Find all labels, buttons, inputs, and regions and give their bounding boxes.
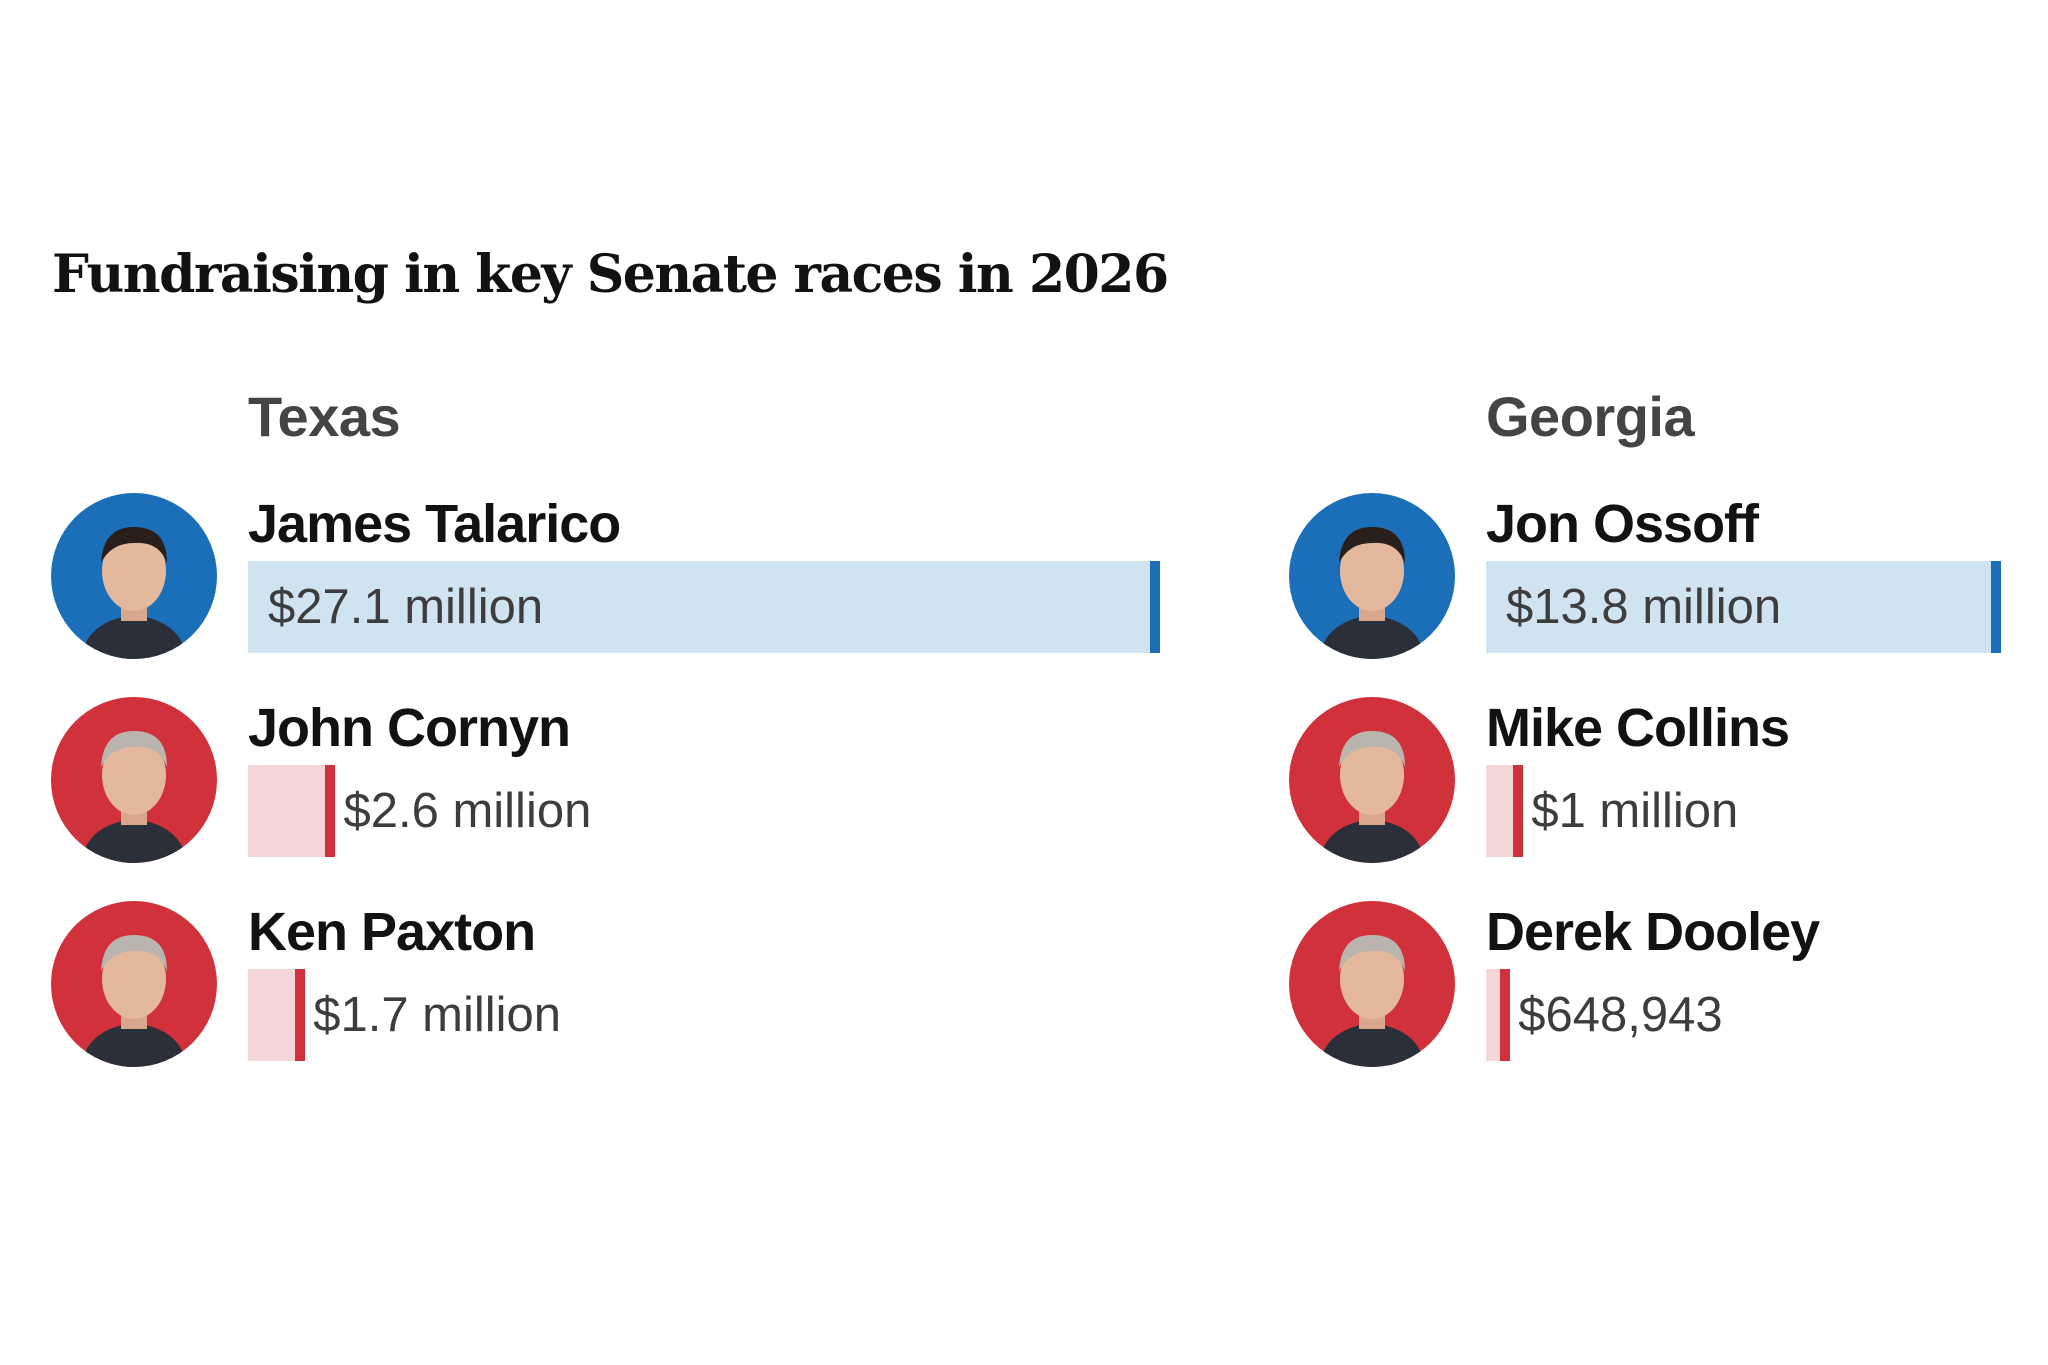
bar-edge: [1991, 561, 2001, 653]
bar-edge: [1500, 969, 1511, 1061]
bar-james-talarico: [248, 561, 1160, 653]
value-label: $2.6 million: [343, 784, 592, 838]
chart-title: Fundraising in key Senate races in 2026: [52, 244, 1169, 305]
candidate-name: James Talarico: [248, 494, 621, 554]
bar-edge: [295, 969, 306, 1061]
candidate-name: John Cornyn: [248, 698, 571, 758]
candidate-photo: [1289, 901, 1455, 1067]
candidate-name: Derek Dooley: [1486, 902, 1820, 962]
value-label: $1.7 million: [313, 988, 562, 1042]
candidate-name: Ken Paxton: [248, 902, 536, 962]
bar-derek-dooley: [1486, 969, 1511, 1061]
bar-jon-ossoff: [1486, 561, 2001, 653]
bar-edge: [1150, 561, 1160, 653]
candidate-photo: [1289, 697, 1455, 863]
candidate-photo: [51, 697, 217, 863]
race-title-georgia: Georgia: [1486, 385, 1695, 448]
value-label: $13.8 million: [1506, 580, 1782, 634]
bar-edge: [325, 765, 336, 857]
value-label: $1 million: [1531, 784, 1739, 838]
candidate-name: Jon Ossoff: [1486, 494, 1759, 554]
race-title-texas: Texas: [248, 385, 401, 448]
value-label: $27.1 million: [268, 580, 544, 634]
candidate-photo: [1289, 493, 1455, 659]
bar-john-cornyn: [248, 765, 336, 857]
bar-edge: [1513, 765, 1524, 857]
candidate-photo: [51, 493, 217, 659]
candidate-name: Mike Collins: [1486, 698, 1790, 758]
bar-ken-paxton: [248, 969, 306, 1061]
candidate-photo: [51, 901, 217, 1067]
bar-mike-collins: [1486, 765, 1524, 857]
value-label: $648,943: [1518, 988, 1723, 1042]
